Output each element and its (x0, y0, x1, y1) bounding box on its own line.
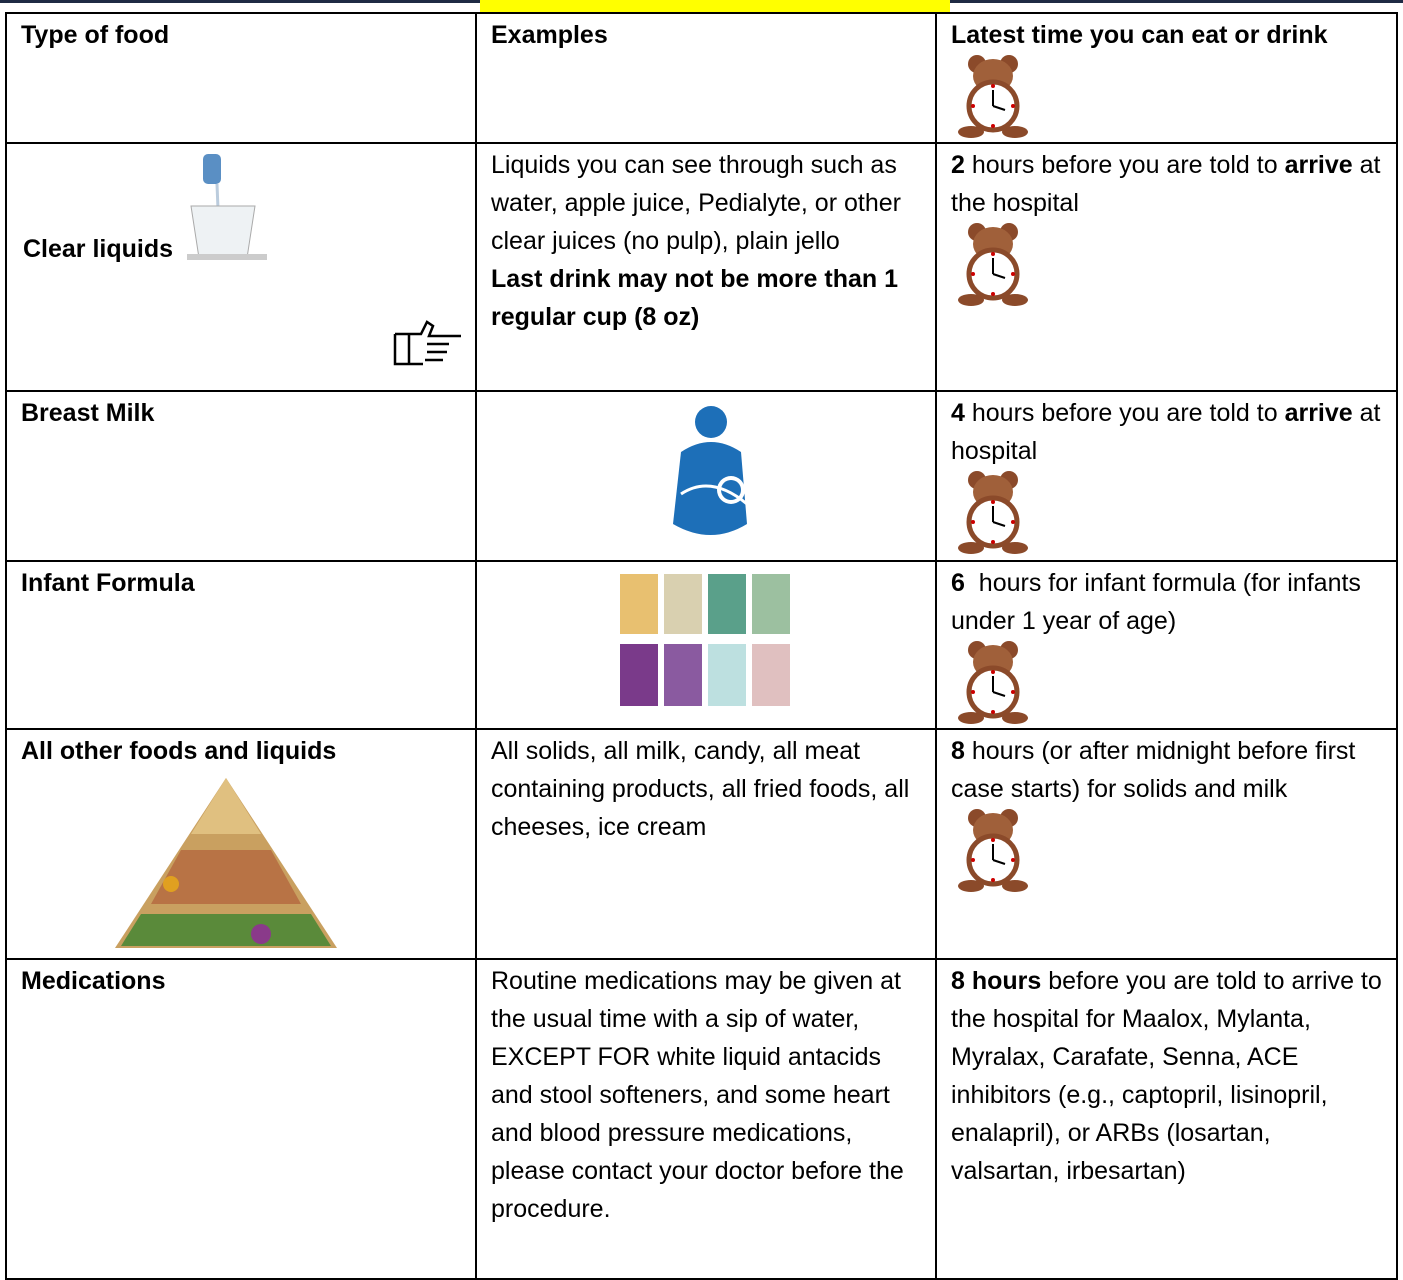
time-cell: 8 hours (or after midnight before first … (935, 728, 1398, 960)
cell-text: 4 hours before you are told to arrive at… (951, 394, 1382, 470)
time-cell: 8 hours before you are told to arrive to… (935, 958, 1398, 1280)
type-cell: All other foods and liquids (5, 728, 477, 960)
row: All other foods and liquids All solids, … (5, 728, 1398, 960)
pointer-icon (393, 320, 461, 366)
bear-clock (957, 640, 1029, 724)
type-cell: Clear liquids (5, 142, 477, 392)
text-run: hours for infant formula (for infants un… (951, 569, 1375, 635)
type-cell: Medications (5, 958, 477, 1280)
cell-text: 8 hours before you are told to arrive to… (951, 962, 1382, 1190)
text-run: at hospital (951, 399, 1388, 465)
cell-text: 6 hours for infant formula (for infants … (951, 564, 1382, 640)
text-run: 4 (951, 399, 965, 427)
time-cell: 6 hours for infant formula (for infants … (935, 560, 1398, 730)
bear-clock (957, 808, 1029, 892)
text-run: hours (or after midnight before first ca… (951, 737, 1363, 803)
type-cell: Infant Formula (5, 560, 477, 730)
header-cell: Type of food (5, 12, 477, 144)
row: Infant Formula 6 hours for infant formul… (5, 560, 1398, 730)
text-run: hours before you are told to (964, 399, 1285, 427)
type-text: All other foods and liquids (21, 737, 337, 765)
cell-text: Routine medications may be given at the … (491, 962, 921, 1228)
cell-text: All solids, all milk, candy, all meat co… (491, 732, 921, 846)
cell-text: 8 hours (or after midnight before first … (951, 732, 1382, 808)
header-row: Type of food Examples Latest time you ca… (5, 12, 1398, 144)
examples-cell: Routine medications may be given at the … (475, 958, 937, 1280)
text-run: before you are told to arrive to the hos… (951, 967, 1389, 1185)
text-run: All solids, all milk, candy, all meat co… (491, 737, 917, 841)
bear-clock (957, 222, 1029, 306)
bear-clock (957, 470, 1029, 554)
text-run: Last drink may not be more than 1 regula… (491, 265, 905, 331)
header-cell: Examples (475, 12, 937, 144)
cell-text: Last drink may not be more than 1 regula… (491, 260, 921, 336)
text-run: Routine medications may be given at the … (491, 967, 911, 1223)
row: Clear liquids Liquids you can see throug… (5, 142, 1398, 392)
text-run: 8 hours (951, 967, 1042, 995)
text-run: 2 (951, 151, 965, 179)
text-run: at the hospital (951, 151, 1388, 217)
time-cell: 2 hours before you are told to arrive at… (935, 142, 1398, 392)
examples-cell: Liquids you can see through such as wate… (475, 142, 937, 392)
examples-cell: All solids, all milk, candy, all meat co… (475, 728, 937, 960)
type-cell: Breast Milk (5, 390, 477, 562)
cell-text: Liquids you can see through such as wate… (491, 146, 921, 260)
examples-cell (475, 560, 937, 730)
header-cell: Latest time you can eat or drink (935, 12, 1398, 144)
breastfeeding-icon (673, 406, 748, 535)
formula-icon (620, 574, 790, 706)
bear-clock (957, 54, 1029, 138)
text-run: arrive (1284, 399, 1353, 427)
glass-icon (187, 154, 267, 260)
text-run: arrive (1284, 151, 1353, 179)
row: Breast Milk 4 hours before you are told … (5, 390, 1398, 562)
highlight (480, 0, 950, 12)
examples-cell (475, 390, 937, 562)
text-run: 6 (951, 569, 965, 597)
cell-text: 2 hours before you are told to arrive at… (951, 146, 1382, 222)
time-cell: 4 hours before you are told to arrive at… (935, 390, 1398, 562)
table: Type of food Examples Latest time you ca… (5, 12, 1398, 1280)
food-pyramid (115, 778, 337, 948)
text-run: 8 (951, 737, 965, 765)
row: Medications Routine medications may be g… (5, 958, 1398, 1280)
type-text: Clear liquids (23, 235, 174, 263)
header-text: Latest time you can eat or drink (951, 21, 1328, 49)
text-run: Liquids you can see through such as wate… (491, 151, 908, 255)
text-run: hours before you are told to (964, 151, 1285, 179)
